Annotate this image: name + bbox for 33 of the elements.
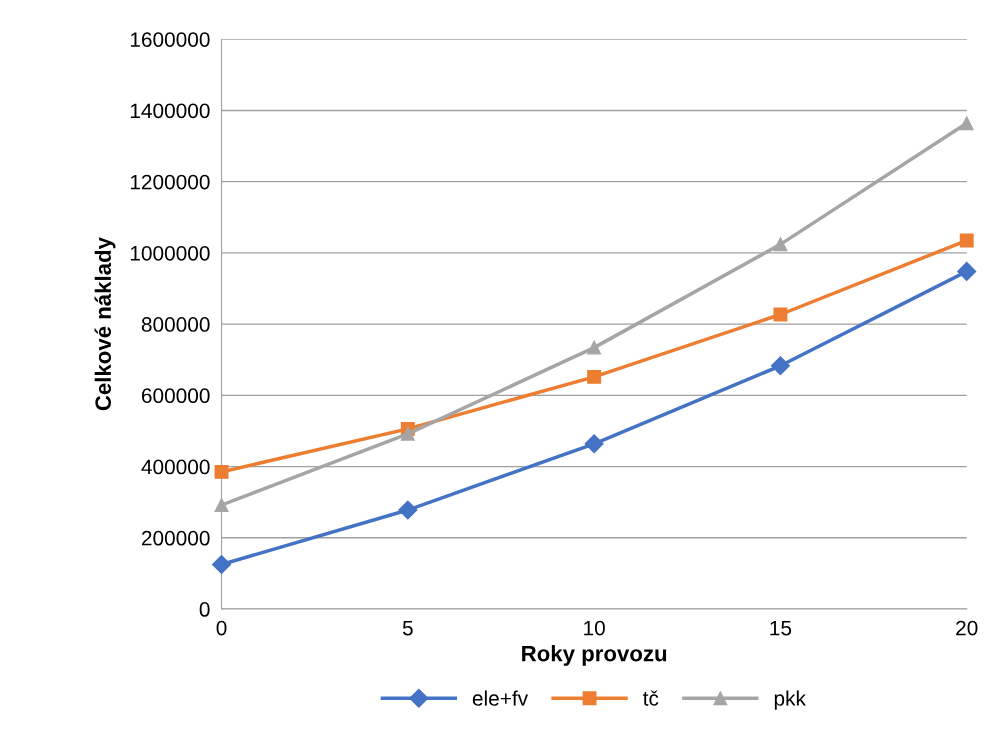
x-tick-label: 20 bbox=[956, 620, 978, 636]
point bbox=[398, 500, 418, 520]
point bbox=[587, 369, 602, 384]
point bbox=[214, 464, 229, 479]
legend-label: ele+fv bbox=[472, 690, 529, 706]
point bbox=[400, 426, 415, 441]
x-tick-label: 5 bbox=[402, 620, 413, 636]
point bbox=[587, 340, 602, 355]
y-tick-label: 1000000 bbox=[130, 245, 210, 261]
point bbox=[773, 237, 788, 252]
x-tick-label: 10 bbox=[584, 620, 605, 636]
y-axis-title: Celkové náklady bbox=[94, 237, 116, 411]
x-tick-label: 0 bbox=[216, 620, 227, 636]
y-tick-label: 400000 bbox=[141, 459, 210, 475]
y-tick-label: 800000 bbox=[141, 317, 210, 332]
y-tick-label: 1400000 bbox=[130, 103, 210, 119]
y-tick-label: 200000 bbox=[141, 530, 210, 546]
point bbox=[212, 554, 232, 575]
x-tick-label: 15 bbox=[770, 620, 792, 636]
y-tick-label: 1200000 bbox=[130, 174, 210, 190]
y-tick-label: 1600000 bbox=[130, 32, 210, 47]
point bbox=[773, 307, 788, 322]
point bbox=[957, 261, 977, 281]
y-tick-label: 0 bbox=[199, 602, 210, 617]
y-tick-label: 600000 bbox=[141, 388, 210, 404]
point bbox=[584, 434, 604, 454]
legend-label: tč bbox=[643, 690, 659, 706]
point bbox=[214, 498, 229, 512]
x-axis-title: Roky provozu bbox=[522, 645, 667, 666]
point bbox=[770, 356, 790, 376]
legend-label: pkk bbox=[774, 690, 806, 710]
point bbox=[959, 116, 974, 131]
point bbox=[959, 233, 974, 248]
